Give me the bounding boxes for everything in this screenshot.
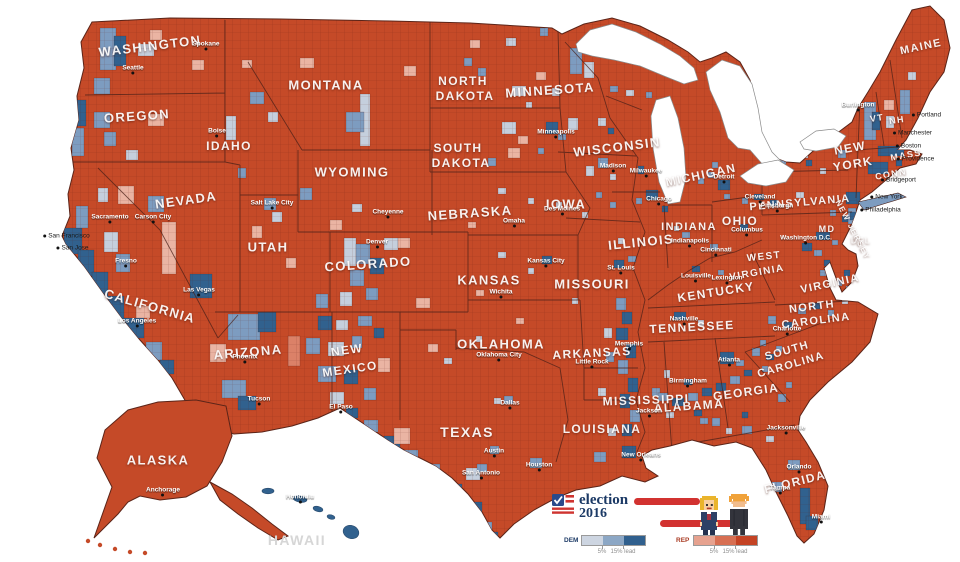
scale-tick <box>602 546 603 549</box>
long-island <box>857 192 907 211</box>
scale-cell <box>603 536 624 545</box>
hawaii-islands <box>261 487 360 539</box>
rep-label: REP <box>676 537 690 544</box>
flag-checkbox-icon <box>552 494 574 514</box>
scale-tick-label: 5% <box>709 549 719 555</box>
scale-tick-label: 15% lead <box>610 549 636 555</box>
rep-gradient-cells <box>693 535 758 546</box>
clinton-pixel-figure <box>700 496 718 540</box>
scale-cell <box>582 536 603 545</box>
legend: election 2016 <box>548 490 776 562</box>
scale-tick <box>623 546 624 549</box>
scale-tick <box>714 546 715 549</box>
scale-cell <box>624 536 645 545</box>
trump-pixel-figure <box>729 494 749 539</box>
alaska-shape <box>85 399 290 556</box>
scale-tick-label: 5% <box>597 549 607 555</box>
scale-cell <box>715 536 736 545</box>
clinton-vote-bar <box>634 498 700 505</box>
dem-label: DEM <box>564 537 579 544</box>
logo-text: election 2016 <box>579 492 629 521</box>
election-2016-logo: election 2016 <box>552 492 629 521</box>
logo-line-2016: 2016 <box>579 506 607 521</box>
dem-gradient-cells <box>581 535 646 546</box>
scale-cell <box>736 536 757 545</box>
logo-line-election: election <box>579 492 629 508</box>
great-lakes <box>575 23 847 205</box>
state-borders <box>70 20 913 463</box>
scale-cell <box>694 536 715 545</box>
scale-tick <box>735 546 736 549</box>
scale-tick-label: 15% lead <box>722 549 748 555</box>
